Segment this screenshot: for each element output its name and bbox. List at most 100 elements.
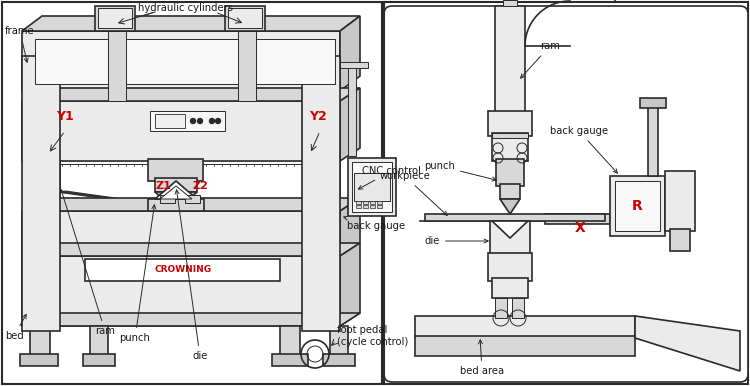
Bar [352, 162, 392, 212]
Bar [492, 278, 528, 298]
Bar [280, 326, 300, 356]
Bar [323, 354, 355, 366]
Bar [490, 221, 530, 256]
Bar [500, 184, 520, 199]
Text: Y1: Y1 [56, 110, 74, 122]
Bar [340, 62, 368, 68]
Text: Z2: Z2 [192, 181, 208, 191]
Bar [155, 178, 197, 192]
Bar [108, 31, 126, 101]
Bar [150, 111, 225, 131]
Bar [160, 195, 175, 203]
Bar [370, 205, 375, 208]
Polygon shape [155, 181, 197, 199]
Bar [670, 229, 690, 251]
Bar [354, 173, 390, 201]
Polygon shape [340, 243, 360, 326]
Text: ram: ram [61, 190, 115, 336]
Polygon shape [340, 198, 360, 256]
Text: ram: ram [520, 41, 560, 78]
Polygon shape [22, 243, 360, 256]
Polygon shape [635, 316, 740, 371]
Text: hydraulic cylinders: hydraulic cylinders [137, 3, 232, 13]
Bar [83, 354, 115, 366]
Polygon shape [500, 199, 520, 214]
Bar [648, 106, 658, 176]
Bar [330, 326, 348, 356]
Polygon shape [22, 88, 360, 101]
Circle shape [197, 119, 202, 124]
Circle shape [190, 119, 196, 124]
FancyBboxPatch shape [384, 6, 748, 382]
Text: foot pedal
(cycle control): foot pedal (cycle control) [337, 325, 408, 347]
Bar [90, 326, 108, 356]
Bar [610, 176, 665, 236]
Bar [512, 298, 524, 318]
Bar [238, 31, 256, 101]
Text: back gauge: back gauge [344, 216, 405, 231]
Bar [302, 56, 340, 331]
Bar [148, 199, 204, 211]
Bar [22, 56, 60, 331]
Polygon shape [22, 313, 360, 326]
Bar [85, 259, 280, 281]
Bar [377, 201, 382, 204]
Bar [363, 205, 368, 208]
Bar [363, 201, 368, 204]
Bar [185, 195, 200, 203]
Bar [492, 133, 528, 161]
Text: R: R [632, 199, 642, 213]
Bar [488, 253, 532, 281]
Polygon shape [22, 198, 360, 211]
Circle shape [209, 119, 214, 124]
Bar [384, 2, 748, 384]
Bar [148, 159, 203, 181]
Bar [425, 214, 605, 221]
Text: Y2: Y2 [309, 110, 327, 122]
Bar [640, 98, 666, 108]
Polygon shape [22, 31, 340, 91]
Bar [98, 8, 132, 28]
Bar [356, 205, 361, 208]
Text: die: die [424, 236, 488, 246]
Bar [370, 201, 375, 204]
Bar [35, 39, 335, 84]
Text: punch: punch [424, 161, 496, 181]
Text: bed area: bed area [460, 340, 504, 376]
Bar [272, 354, 308, 366]
Bar [225, 6, 265, 31]
Polygon shape [22, 101, 340, 161]
Bar [615, 181, 660, 231]
Polygon shape [310, 46, 340, 326]
Bar [496, 159, 524, 186]
Text: frame: frame [5, 26, 34, 62]
Bar [348, 66, 356, 156]
Polygon shape [340, 16, 360, 91]
Text: CNC control: CNC control [358, 166, 421, 189]
Bar [665, 171, 695, 231]
Polygon shape [22, 256, 340, 326]
Bar [415, 336, 635, 356]
Polygon shape [160, 186, 192, 199]
Text: X: X [574, 221, 585, 235]
Bar [356, 201, 361, 204]
Bar [95, 6, 135, 31]
Bar [2, 2, 382, 384]
Bar [377, 205, 382, 208]
Bar [415, 316, 635, 338]
Bar [228, 8, 262, 28]
Text: die: die [175, 190, 208, 361]
Text: punch: punch [119, 205, 156, 343]
Polygon shape [340, 88, 360, 161]
Polygon shape [492, 221, 528, 238]
Bar [495, 298, 507, 318]
Bar [155, 114, 185, 128]
Bar [495, 6, 525, 116]
Polygon shape [155, 192, 197, 211]
Bar [488, 111, 532, 136]
Bar [492, 133, 528, 138]
Bar [348, 158, 396, 216]
Text: Z1: Z1 [155, 181, 171, 191]
Text: CROWNING: CROWNING [154, 266, 212, 274]
Text: back gauge: back gauge [550, 126, 617, 173]
